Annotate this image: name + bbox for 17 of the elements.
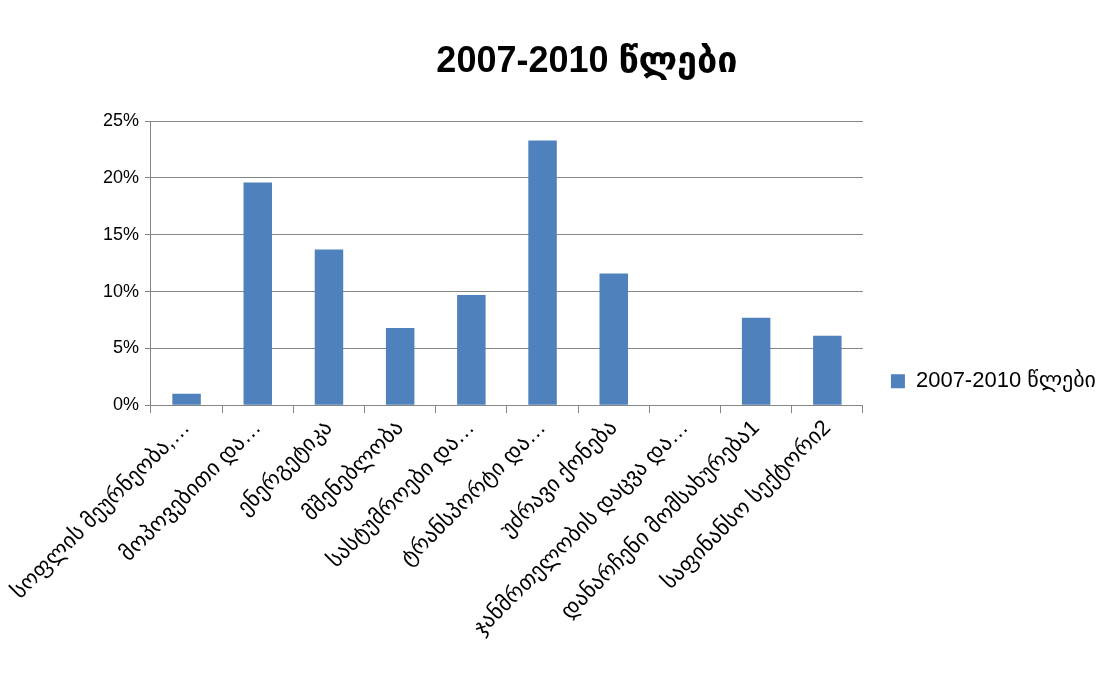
bar xyxy=(741,317,771,405)
bar xyxy=(599,273,628,405)
bar xyxy=(457,294,486,405)
bar xyxy=(385,327,415,405)
y-tick-label: 5% xyxy=(112,337,139,358)
chart-title: 2007-2010 წლები xyxy=(436,38,738,80)
bar xyxy=(314,249,344,405)
bar xyxy=(813,335,842,405)
y-tick-label: 20% xyxy=(102,166,139,187)
y-tick-label: 0% xyxy=(112,394,139,415)
y-tick-label: 15% xyxy=(102,223,139,244)
bar xyxy=(243,182,273,405)
y-tick-label: 10% xyxy=(102,280,139,301)
bar xyxy=(172,393,201,405)
y-tick-label: 25% xyxy=(102,110,139,131)
legend-label: 2007-2010 წლები xyxy=(915,367,1097,393)
bar xyxy=(528,140,557,405)
